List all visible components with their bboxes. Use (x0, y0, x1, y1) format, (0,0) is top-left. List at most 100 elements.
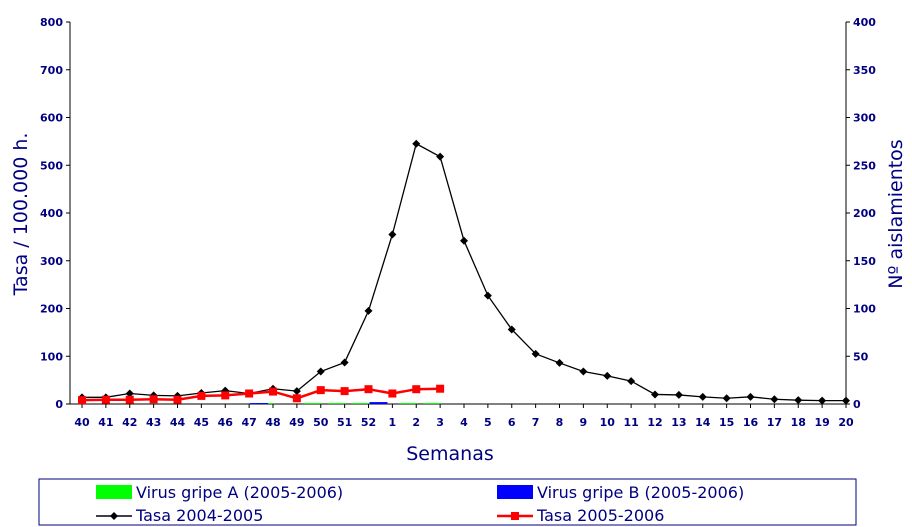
x-tick-label: 6 (508, 416, 516, 429)
right-tick-label: 0 (853, 398, 861, 411)
point-tasa-2004-2005 (483, 291, 492, 300)
point-tasa-2005-2006 (197, 391, 206, 400)
x-tick-label: 3 (436, 416, 444, 429)
point-tasa-2005-2006 (78, 396, 86, 405)
right-axis-title: Nº aislamientos (885, 139, 907, 288)
bar-virus-a (399, 403, 418, 404)
x-tick-label: 11 (623, 416, 638, 429)
x-tick-label: 16 (743, 416, 759, 429)
right-tick-label: 400 (853, 16, 876, 29)
right-tick-label: 350 (853, 64, 876, 77)
left-tick-label: 800 (40, 16, 63, 29)
legend-swatch-virus-a (96, 485, 132, 499)
left-tick-label: 300 (40, 255, 63, 268)
point-tasa-2005-2006 (412, 385, 421, 394)
left-tick-label: 100 (40, 350, 63, 363)
point-tasa-2004-2005 (364, 306, 373, 315)
right-tick-label: 50 (853, 350, 869, 363)
x-tick-label: 43 (146, 416, 161, 429)
x-tick-label: 17 (767, 416, 782, 429)
point-tasa-2005-2006 (149, 395, 158, 404)
x-tick-label: 7 (532, 416, 540, 429)
point-tasa-2004-2005 (674, 390, 683, 399)
point-tasa-2005-2006 (101, 395, 110, 404)
x-tick-label: 41 (98, 416, 113, 429)
legend-box (38, 478, 857, 526)
point-tasa-2005-2006 (388, 389, 397, 398)
point-tasa-2004-2005 (770, 395, 779, 404)
point-tasa-2004-2005 (531, 349, 540, 358)
bar-virus-a (351, 403, 370, 404)
point-tasa-2004-2005 (794, 396, 803, 405)
point-tasa-2005-2006 (125, 395, 134, 404)
x-tick-label: 49 (289, 416, 304, 429)
x-tick-label: 19 (814, 416, 829, 429)
point-tasa-2004-2005 (651, 390, 659, 399)
x-tick-label: 14 (695, 416, 711, 429)
legend-label-tasa-2004-2005: Tasa 2004-2005 (135, 506, 263, 525)
x-tick-label: 5 (484, 416, 492, 429)
plot-area: 0100200300400500600700800050100150200250… (40, 16, 876, 429)
series-line-tasa-2004-2005 (82, 142, 846, 402)
point-tasa-2005-2006 (316, 386, 325, 395)
legend-swatch-virus-b (497, 485, 533, 499)
x-tick-label: 44 (170, 416, 186, 429)
bar-virus-b (250, 403, 269, 404)
point-tasa-2004-2005 (579, 367, 588, 376)
x-tick-label: 15 (719, 416, 734, 429)
x-tick-label: 42 (122, 416, 137, 429)
point-tasa-2005-2006 (269, 387, 277, 396)
point-tasa-2004-2005 (842, 396, 850, 405)
x-tick-label: 45 (194, 416, 209, 429)
x-tick-label: 52 (361, 416, 376, 429)
x-tick-label: 13 (671, 416, 686, 429)
x-tick-label: 12 (647, 416, 662, 429)
x-tick-label: 2 (412, 416, 420, 429)
point-tasa-2005-2006 (245, 389, 254, 398)
legend-label-virus-a: Virus gripe A (2005-2006) (136, 483, 343, 502)
x-tick-label: 1 (389, 416, 397, 429)
right-tick-label: 250 (853, 159, 876, 172)
right-tick-label: 200 (853, 207, 876, 220)
point-tasa-2004-2005 (746, 392, 755, 401)
right-tick-label: 300 (853, 112, 876, 125)
bar-virus-a (423, 403, 442, 404)
x-tick-label: 51 (337, 416, 352, 429)
point-tasa-2004-2005 (388, 230, 397, 239)
right-tick-label: 150 (853, 255, 876, 268)
x-axis-title: Semanas (406, 443, 494, 465)
left-axis-title: Tasa / 100.000 h. (10, 133, 32, 297)
right-tick-label: 100 (853, 303, 876, 316)
point-tasa-2004-2005 (818, 396, 827, 405)
point-tasa-2004-2005 (698, 392, 707, 401)
point-tasa-2004-2005 (125, 389, 134, 398)
point-tasa-2004-2005 (460, 236, 468, 245)
left-tick-label: 200 (40, 303, 63, 316)
x-tick-label: 46 (218, 416, 234, 429)
point-tasa-2004-2005 (722, 394, 731, 403)
left-tick-label: 500 (40, 159, 63, 172)
point-tasa-2005-2006 (221, 391, 230, 400)
point-tasa-2004-2005 (436, 152, 445, 161)
point-tasa-2004-2005 (292, 387, 301, 396)
bar-virus-a (303, 403, 322, 404)
x-tick-label: 47 (241, 416, 256, 429)
x-tick-label: 18 (791, 416, 806, 429)
x-tick-label: 8 (556, 416, 564, 429)
legend: Virus gripe A (2005-2006) Virus gripe B … (38, 478, 857, 526)
point-tasa-2004-2005 (555, 358, 564, 367)
point-tasa-2004-2005 (603, 371, 612, 380)
point-tasa-2004-2005 (340, 358, 349, 367)
x-tick-label: 20 (838, 416, 854, 429)
x-tick-label: 10 (600, 416, 616, 429)
left-tick-label: 700 (40, 64, 63, 77)
point-tasa-2004-2005 (627, 377, 636, 386)
left-tick-label: 0 (55, 398, 63, 411)
point-tasa-2004-2005 (316, 367, 325, 376)
x-tick-label: 9 (580, 416, 588, 429)
point-tasa-2004-2005 (412, 139, 421, 148)
point-tasa-2005-2006 (436, 384, 445, 393)
point-tasa-2005-2006 (292, 394, 301, 403)
x-tick-label: 40 (74, 416, 90, 429)
